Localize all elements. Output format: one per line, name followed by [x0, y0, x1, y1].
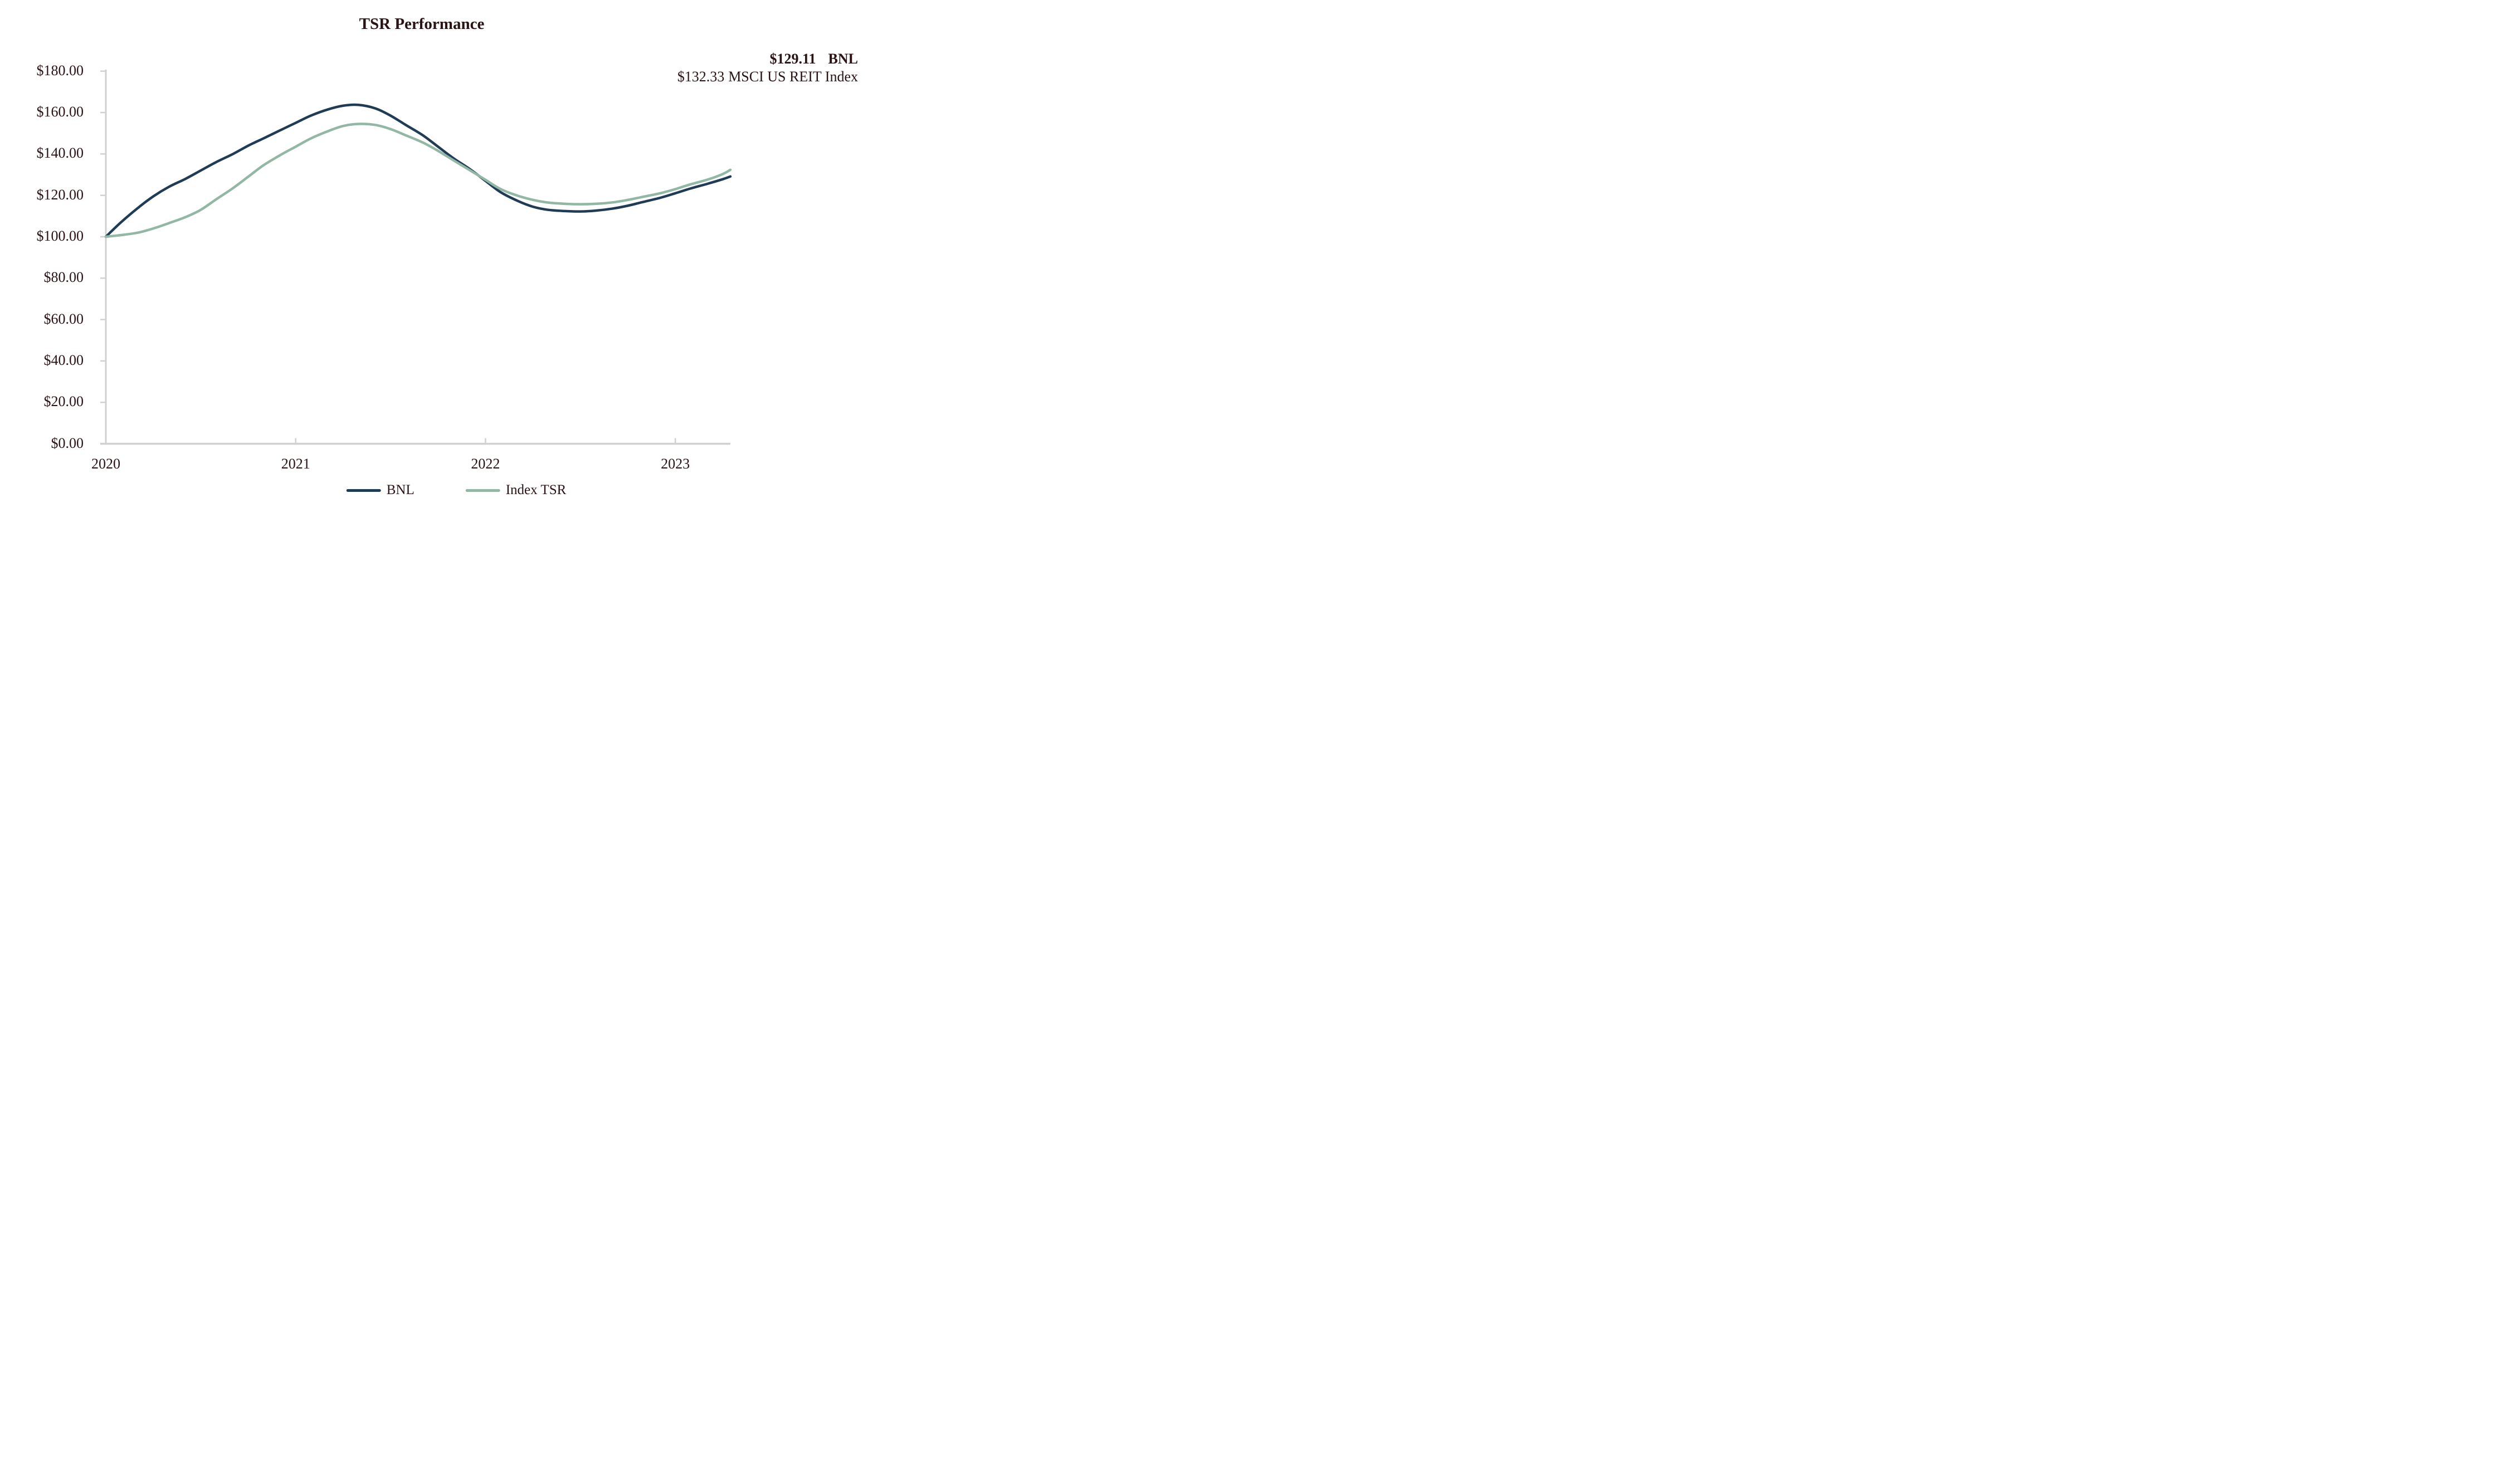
y-axis-label: $180.00 [36, 62, 84, 79]
legend-label-index-tsr: Index TSR [505, 482, 567, 497]
x-axis-label: 2023 [661, 456, 690, 472]
legend-item-index-tsr: Index TSR [465, 482, 567, 498]
y-axis-label: $20.00 [43, 393, 84, 410]
index-final-label: MSCI US REIT Index [728, 69, 858, 85]
legend: BNL Index TSR [346, 482, 567, 498]
series-line-bnl [104, 103, 732, 238]
x-axis-label: 2021 [281, 456, 310, 472]
legend-swatch-index-tsr [465, 489, 500, 492]
plot-area [100, 70, 732, 445]
y-axis-label: $80.00 [43, 269, 84, 286]
bnl-final-label: BNL [828, 51, 858, 67]
x-axis-label: 2022 [471, 456, 500, 472]
legend-swatch-bnl [346, 489, 381, 492]
final-value-annotations: $129.11 BNL $132.33 MSCI US REIT Index [677, 50, 858, 86]
y-axis-label: $60.00 [43, 310, 84, 327]
index-final-annotation: $132.33 MSCI US REIT Index [677, 68, 858, 86]
legend-item-bnl: BNL [346, 482, 415, 498]
y-axis-label: $140.00 [36, 145, 84, 162]
tsr-performance-chart: TSR Performance $129.11 BNL $132.33 MSCI U… [0, 0, 867, 514]
bnl-final-annotation: $129.11 BNL [677, 50, 858, 68]
index-final-value: $132.33 [677, 69, 725, 85]
legend-label-bnl: BNL [386, 482, 415, 497]
y-axis-label: $120.00 [36, 186, 84, 203]
y-axis-label: $100.00 [36, 227, 84, 244]
chart-title: TSR Performance [359, 15, 485, 33]
y-axis-label: $0.00 [51, 435, 84, 451]
x-axis-label: 2020 [91, 456, 120, 472]
y-axis-label: $160.00 [36, 104, 84, 120]
y-axis-label: $40.00 [43, 352, 84, 368]
series-line-index-tsr [104, 123, 732, 238]
bnl-final-value: $129.11 [769, 51, 816, 67]
